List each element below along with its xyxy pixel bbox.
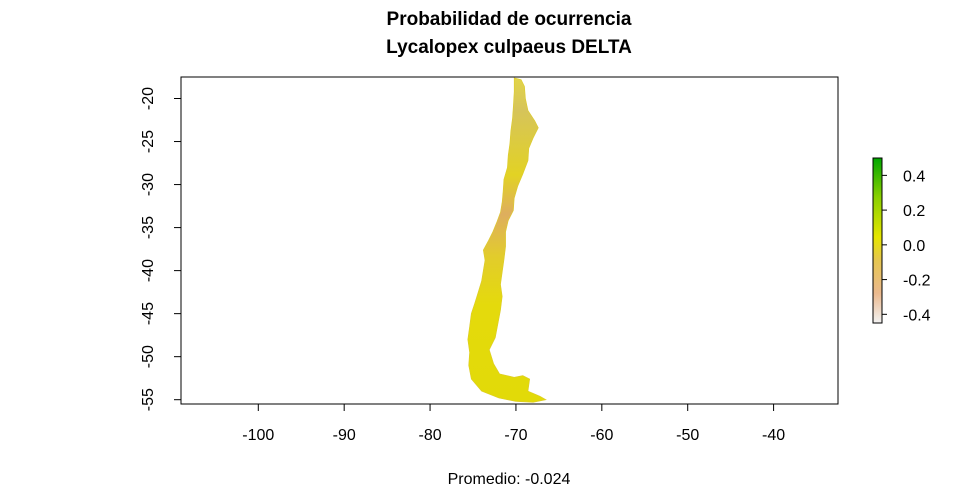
y-tick-label: -25 [140, 130, 157, 153]
plot-frame [180, 76, 839, 405]
x-tick-label: -70 [504, 427, 527, 444]
x-tick-label: -50 [676, 427, 699, 444]
legend-tick-label: 0.4 [903, 168, 925, 185]
mean-caption: Promedio: -0.024 [447, 471, 571, 488]
x-axis: -100 -90 -80 -70 -60 -50 -40 [242, 403, 785, 444]
chart-subtitle: Lycalopex culpaeus DELTA [386, 37, 632, 58]
color-legend: 0.4 0.2 0.0 -0.2 -0.4 [872, 157, 931, 324]
chart-title: Probabilidad de ocurrencia [386, 9, 632, 30]
y-tick-label: -20 [140, 87, 157, 110]
legend-tick-label: 0.0 [903, 238, 925, 255]
y-tick-label: -35 [140, 216, 157, 239]
y-axis: -20 -25 -30 -35 -40 -45 -50 -55 [140, 87, 182, 411]
region-polygon [467, 77, 547, 403]
legend-tick-label: -0.2 [903, 273, 931, 290]
x-tick-label: -100 [242, 427, 274, 444]
x-tick-label: -40 [762, 427, 785, 444]
legend-tick-label: 0.2 [903, 203, 925, 220]
occurrence-raster [467, 77, 547, 403]
y-tick-label: -40 [140, 259, 157, 282]
y-tick-label: -55 [140, 388, 157, 411]
y-tick-label: -45 [140, 302, 157, 325]
y-tick-label: -30 [140, 173, 157, 196]
x-tick-label: -90 [333, 427, 356, 444]
legend-tick-label: -0.4 [903, 307, 931, 324]
legend-colorbar [872, 157, 883, 324]
y-tick-label: -50 [140, 345, 157, 368]
x-tick-label: -60 [590, 427, 613, 444]
x-tick-label: -80 [418, 427, 441, 444]
